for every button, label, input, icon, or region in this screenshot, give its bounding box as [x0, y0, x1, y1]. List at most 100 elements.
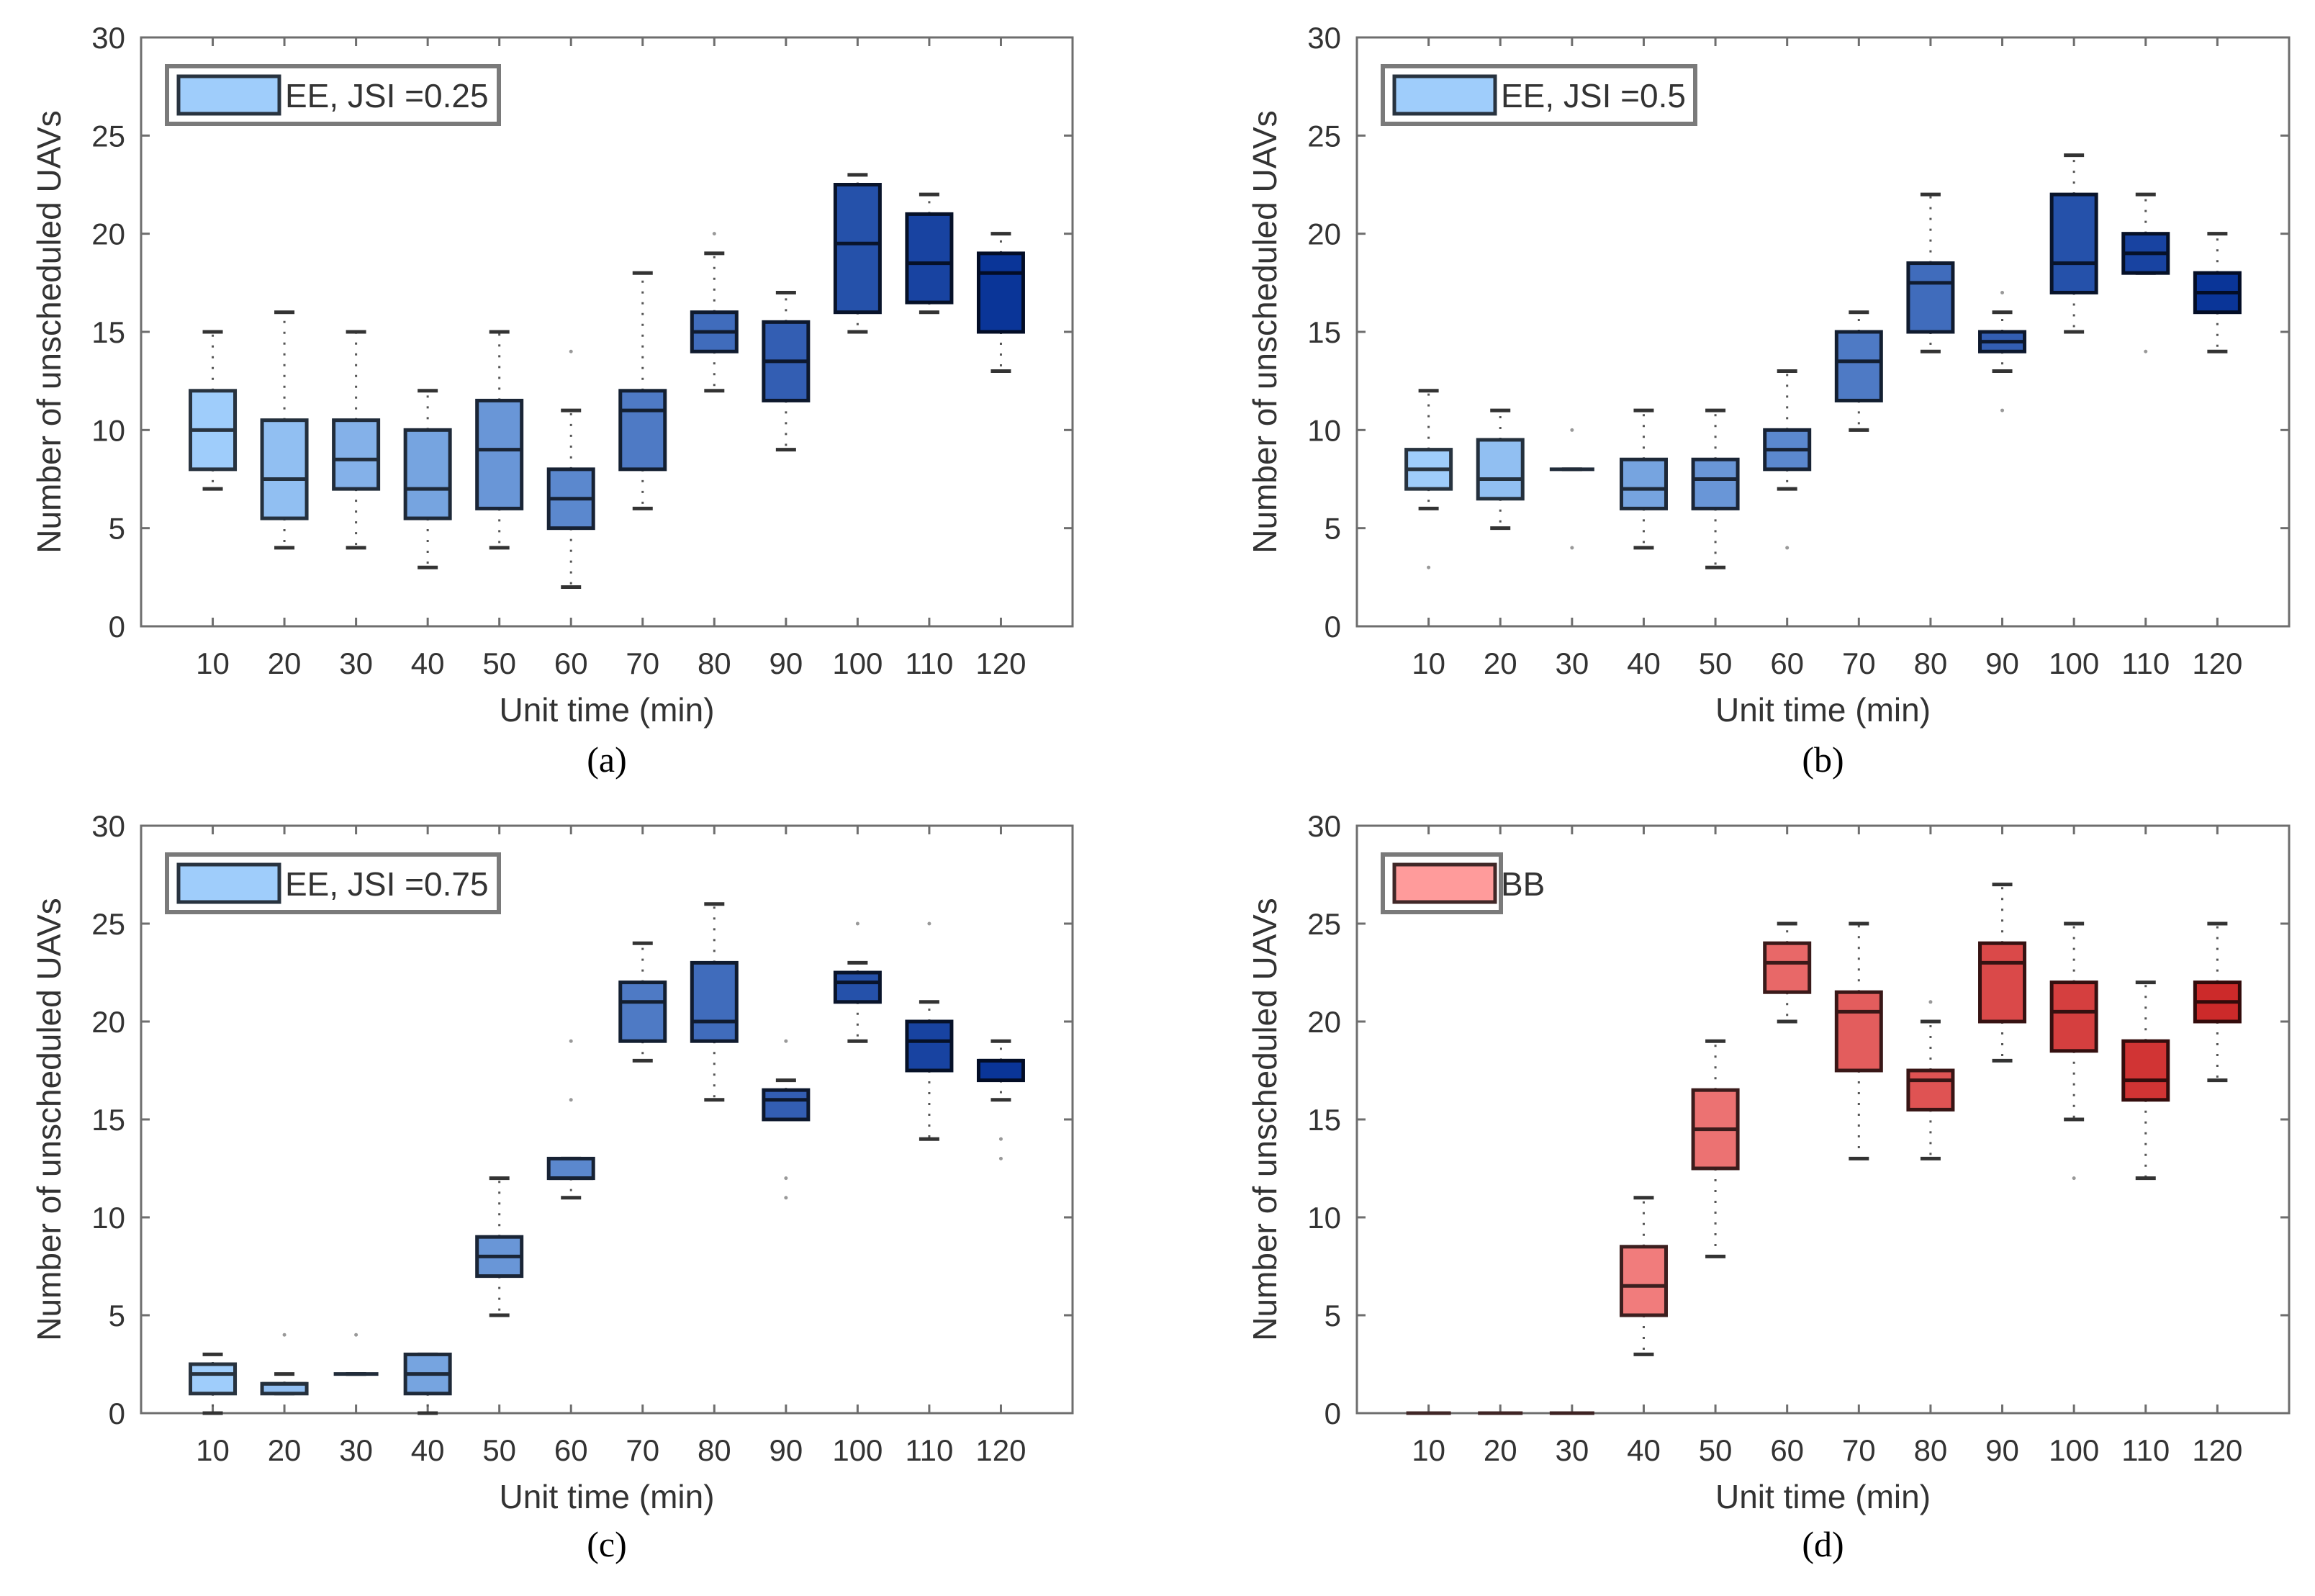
x-tick-label: 40 [411, 646, 445, 680]
y-tick-label: 20 [1307, 217, 1341, 251]
x-axis-label: Unit time (min) [499, 691, 714, 729]
box-20 [260, 310, 309, 550]
x-tick-label: 110 [2121, 646, 2170, 680]
y-tick-label: 10 [1307, 413, 1341, 447]
y-tick-label: 0 [1325, 1397, 1341, 1430]
y-axis-label: Number of unscheduled UAVs [30, 898, 68, 1340]
box-70 [618, 271, 667, 510]
x-tick-label: 70 [626, 646, 659, 680]
box [618, 980, 667, 1043]
box [976, 251, 1025, 334]
box [2121, 1039, 2170, 1102]
legend: EE, JSI =0.25 [165, 64, 501, 126]
box [403, 428, 452, 520]
outlier-point [927, 921, 931, 926]
outlier-point [569, 1098, 573, 1102]
y-tick-label: 30 [1307, 809, 1341, 843]
box [833, 183, 882, 315]
box [1619, 457, 1668, 510]
box-100 [2049, 153, 2098, 334]
x-axis-label: Unit time (min) [499, 1478, 714, 1515]
box-120 [976, 1039, 1025, 1160]
x-tick-label: 100 [2049, 1433, 2099, 1467]
y-tick-label: 10 [91, 1201, 125, 1235]
x-tick-label: 90 [1985, 1433, 2019, 1467]
y-tick-label: 25 [91, 907, 125, 941]
box [1834, 330, 1883, 402]
box [332, 418, 381, 491]
outlier-point [784, 1176, 788, 1181]
outlier-point [2072, 1176, 2076, 1181]
x-tick-label: 20 [1484, 646, 1517, 680]
legend: BB [1381, 852, 1545, 914]
x-axis-label: Unit time (min) [1715, 1478, 1931, 1515]
box-10 [189, 330, 238, 491]
legend-label: EE, JSI =0.5 [1501, 77, 1686, 114]
x-tick-label: 20 [268, 1433, 302, 1467]
legend-label: EE, JSI =0.75 [285, 865, 489, 903]
legend-swatch [176, 74, 281, 116]
box [475, 398, 524, 510]
box-30 [333, 1333, 379, 1376]
x-axis-label: Unit time (min) [1715, 691, 1931, 729]
x-tick-label: 100 [832, 1433, 883, 1467]
x-tick-label: 120 [2192, 1433, 2242, 1467]
box [905, 212, 954, 305]
x-tick-label: 50 [1699, 646, 1733, 680]
box-70 [1834, 310, 1883, 432]
box-80 [690, 232, 739, 393]
y-tick-label: 15 [91, 1103, 125, 1137]
box-10 [1404, 389, 1453, 569]
box-50 [1691, 408, 1740, 569]
box-80 [690, 902, 739, 1102]
x-tick-label: 50 [482, 1433, 516, 1467]
subplot-a: 0 5 10 15 20 25 30 10 20 30 40 50 60 70 80 90 100 110 120 U… [30, 21, 1074, 780]
x-tick-label: 80 [1914, 1433, 1948, 1467]
y-tick-label: 15 [1307, 315, 1341, 349]
outlier-point [855, 921, 859, 926]
box-60 [1763, 921, 1812, 1024]
y-tick-label: 0 [109, 1397, 125, 1430]
outlier-point [998, 1156, 1003, 1160]
y-axis-label: Number of unscheduled UAVs [1246, 110, 1283, 553]
y-tick-label: 15 [91, 315, 125, 349]
y-tick-label: 10 [91, 413, 125, 447]
box-120 [2193, 921, 2242, 1083]
box-90 [1978, 883, 2027, 1063]
box [833, 970, 882, 1004]
outlier-point [2000, 408, 2005, 412]
plot-area [140, 824, 1074, 1415]
x-tick-label: 90 [769, 1433, 803, 1467]
x-tick-label: 30 [1555, 1433, 1589, 1467]
y-axis-label: Number of unscheduled UAVs [1246, 898, 1283, 1340]
outlier-point [1427, 565, 1431, 569]
box [905, 1019, 954, 1073]
y-tick-label: 5 [1325, 1299, 1341, 1333]
box-110 [905, 192, 954, 315]
outlier-point [712, 232, 716, 236]
x-tick-label: 30 [1555, 646, 1589, 680]
box-80 [1906, 1000, 1955, 1160]
box-10 [189, 1352, 238, 1415]
outlier-point [1570, 546, 1574, 550]
outlier-point [1785, 546, 1790, 550]
legend: EE, JSI =0.75 [165, 852, 501, 914]
x-tick-label: 80 [698, 1433, 731, 1467]
x-tick-label: 80 [698, 646, 731, 680]
legend-swatch [176, 862, 281, 904]
panel-label: (d) [1802, 1524, 1844, 1564]
box-100 [833, 921, 882, 1043]
x-tick-label: 120 [975, 646, 1026, 680]
box-110 [2121, 192, 2170, 353]
panel-label: (a) [587, 739, 627, 780]
legend-swatch [1392, 74, 1497, 116]
box [1763, 941, 1812, 994]
box-60 [546, 1039, 595, 1200]
box-50 [475, 330, 524, 550]
box-40 [1619, 1196, 1668, 1356]
box-120 [976, 232, 1025, 374]
x-tick-label: 70 [1842, 646, 1876, 680]
x-tick-label: 120 [2192, 646, 2242, 680]
x-tick-label: 10 [1412, 646, 1445, 680]
x-tick-label: 110 [2121, 1433, 2170, 1467]
